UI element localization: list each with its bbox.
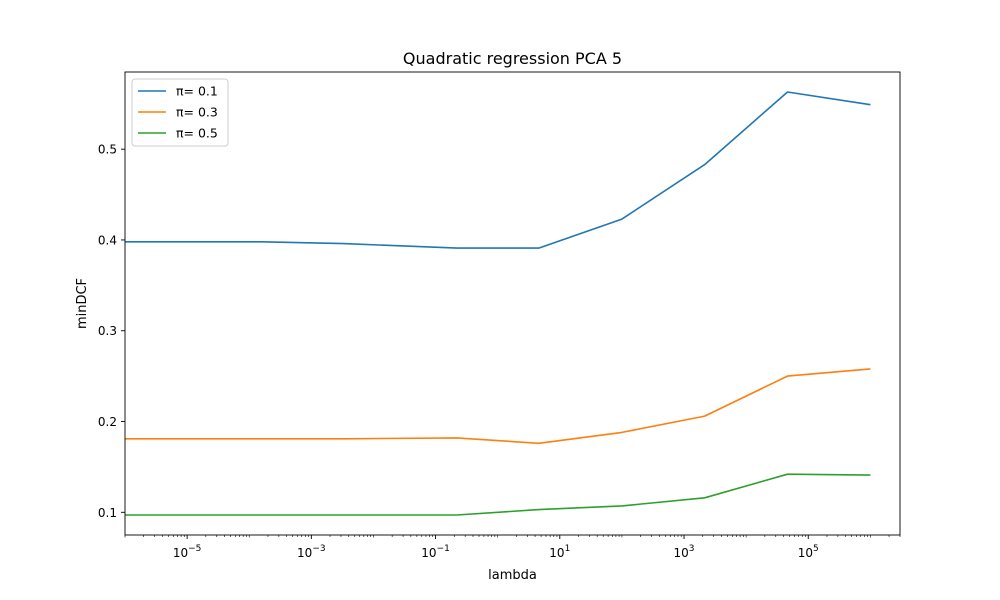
legend: π= 0.1 π= 0.3 π= 0.5	[131, 78, 229, 147]
series-line-2	[125, 368, 871, 445]
x-tick-label: 10−5	[173, 544, 202, 560]
y-tick-label: 0.1	[98, 506, 117, 520]
axes-frame	[124, 71, 901, 536]
legend-box	[131, 78, 229, 147]
legend-label-1: π= 0.1	[176, 84, 218, 99]
x-tick-label: 101	[549, 544, 570, 560]
legend-label-3: π= 0.5	[176, 126, 218, 141]
y-tick-label: 0.3	[98, 324, 117, 338]
legend-label-2: π= 0.3	[176, 105, 218, 120]
chart-title: Quadratic regression PCA 5	[403, 49, 622, 68]
y-axis-label: minDCF	[75, 278, 90, 329]
x-tick-label: 103	[674, 544, 695, 560]
y-tick-label: 0.2	[98, 415, 117, 429]
x-axis-label: lambda	[488, 568, 537, 583]
y-tick-label: 0.4	[98, 233, 117, 247]
plot-area	[125, 72, 900, 535]
axes-layer: 10−5 10−3 10−1 101 103 105 0.1 0.2 0.3 0.4 0.5	[98, 71, 901, 560]
x-tick-label: 10−1	[421, 544, 450, 560]
x-tick-label: 10−3	[297, 544, 326, 560]
series-line-3	[125, 473, 871, 516]
series-layer	[125, 91, 871, 516]
y-tick-label: 0.5	[98, 143, 117, 157]
series-line-1	[125, 91, 871, 249]
x-tick-label: 105	[798, 544, 819, 560]
